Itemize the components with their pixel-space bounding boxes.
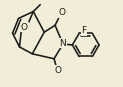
- Text: N: N: [60, 39, 66, 48]
- Text: O: O: [54, 66, 62, 75]
- Text: O: O: [59, 8, 65, 17]
- Text: O: O: [21, 23, 28, 32]
- Text: F: F: [81, 26, 87, 35]
